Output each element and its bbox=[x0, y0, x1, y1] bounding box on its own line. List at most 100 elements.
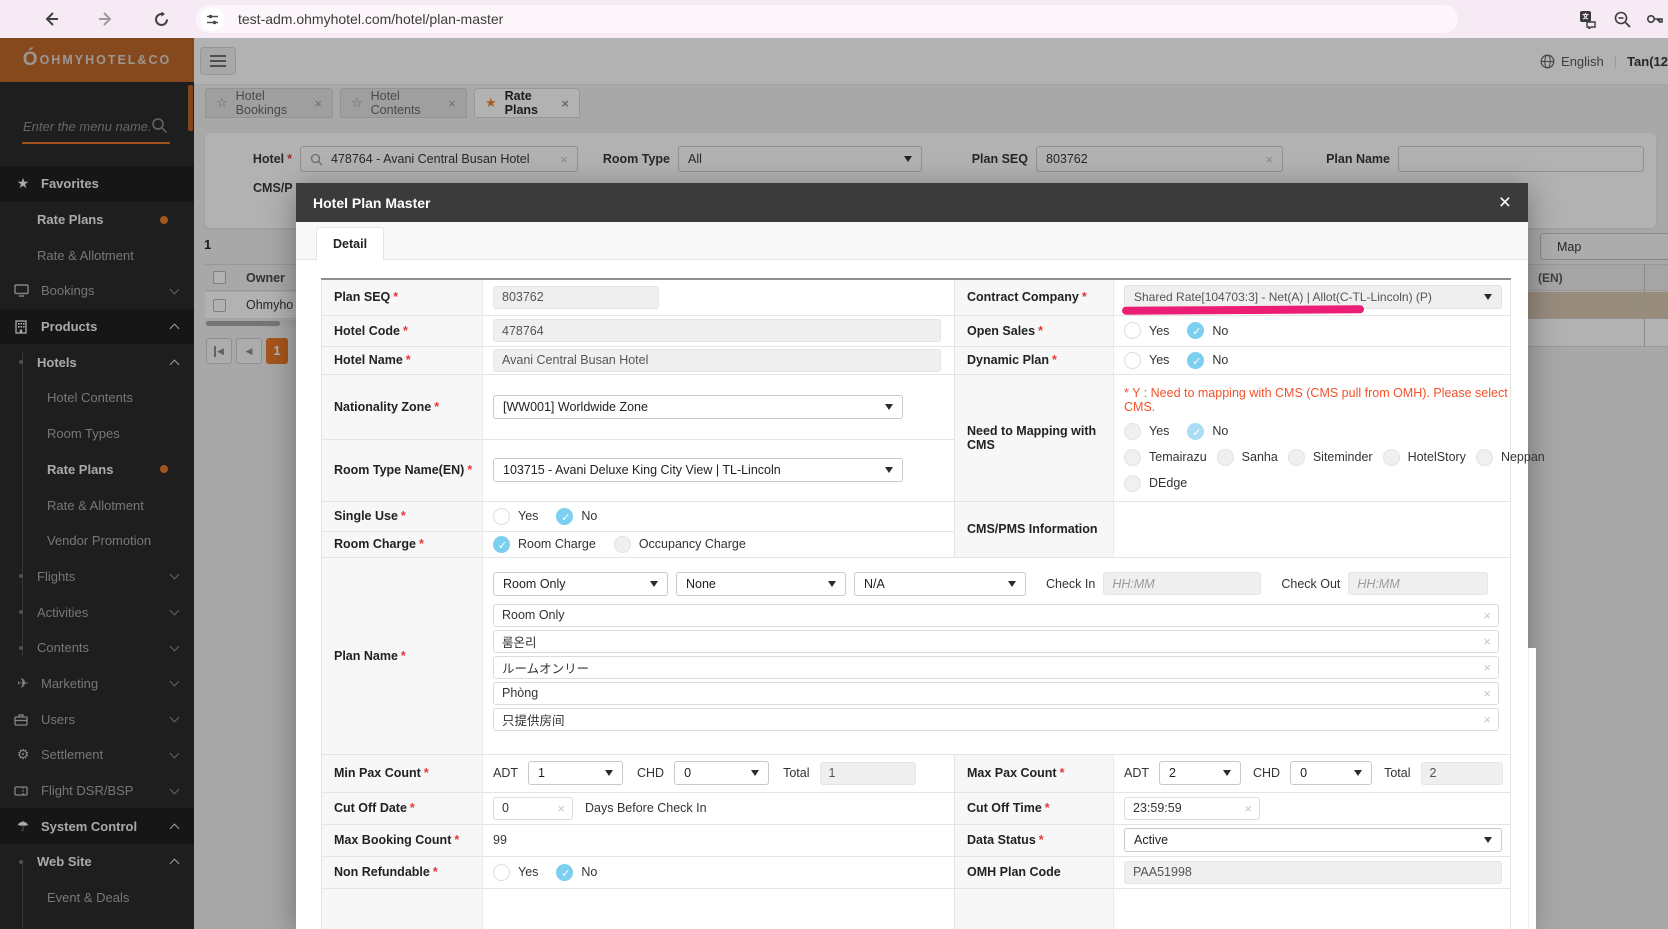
plan-name-input-ja[interactable]: ルームオンリー × bbox=[493, 655, 1499, 679]
cms-mapping-yes-radio[interactable] bbox=[1124, 422, 1141, 440]
sidebar-item-bookings[interactable]: Bookings bbox=[0, 273, 194, 309]
pagination-first-button[interactable] bbox=[206, 338, 232, 364]
dynamic-plan-no-radio[interactable] bbox=[1187, 351, 1205, 370]
url-text[interactable]: test-adm.ohmyhotel.com/hotel/plan-master bbox=[238, 11, 504, 27]
cms-neppan-radio[interactable] bbox=[1475, 448, 1493, 466]
user-menu[interactable]: Tan(12 bbox=[1627, 54, 1668, 69]
clear-icon[interactable]: × bbox=[1483, 633, 1491, 649]
clear-icon[interactable]: × bbox=[560, 151, 568, 167]
min-pax-adt-select[interactable]: 1 bbox=[528, 761, 623, 785]
close-tab-icon[interactable]: × bbox=[448, 95, 456, 111]
sidebar-item-activities[interactable]: Activities bbox=[0, 594, 194, 630]
single-use-no-radio[interactable] bbox=[556, 507, 574, 526]
hotel-filter-input[interactable]: 478764 - Avani Central Busan Hotel × bbox=[300, 146, 578, 172]
sidebar-item-rate-allotment[interactable]: Rate & Allotment bbox=[47, 497, 144, 513]
sidebar-item-contents[interactable]: Contents bbox=[0, 630, 194, 666]
translate-icon[interactable] bbox=[1577, 8, 1599, 30]
sidebar-item-web-site[interactable]: Web Site bbox=[0, 844, 194, 880]
clear-icon[interactable]: × bbox=[1265, 151, 1273, 167]
non-refundable-yes-radio[interactable] bbox=[493, 863, 510, 881]
clear-icon[interactable]: × bbox=[1244, 800, 1252, 816]
dynamic-plan-yes-radio[interactable] bbox=[1124, 351, 1141, 369]
sidebar-item-hotels[interactable]: Hotels bbox=[0, 344, 194, 380]
sidebar-item-room-types[interactable]: Room Types bbox=[47, 426, 120, 442]
open-sales-yes-radio[interactable] bbox=[1124, 322, 1141, 339]
min-pax-chd-select[interactable]: 0 bbox=[674, 761, 770, 785]
plan-name-input-vi[interactable]: Phòng × bbox=[493, 681, 1499, 705]
plan-option-select-3[interactable]: N/A bbox=[854, 571, 1026, 596]
sidebar-item-rate-allotment-fav[interactable]: Rate & Allotment bbox=[37, 247, 134, 263]
star-outline-icon[interactable]: ☆ bbox=[216, 95, 228, 110]
cms-hotelstory-radio[interactable] bbox=[1382, 448, 1400, 466]
sidebar-item-users[interactable]: Users bbox=[0, 701, 194, 737]
room-type-filter-select[interactable]: All bbox=[678, 146, 922, 172]
sidebar-item-rate-plans-fav[interactable]: Rate Plans bbox=[0, 202, 194, 238]
plan-option-select-2[interactable]: None bbox=[676, 571, 846, 596]
cms-mapping-no-radio[interactable] bbox=[1187, 422, 1205, 441]
sidebar-item-flights[interactable]: Flights bbox=[0, 559, 194, 595]
tab-hotel-bookings[interactable]: ☆ Hotel Bookings × bbox=[205, 88, 333, 118]
zoom-icon[interactable] bbox=[1611, 8, 1633, 30]
clear-icon[interactable]: × bbox=[1483, 607, 1491, 623]
plan-seq-filter-input[interactable]: 803762 × bbox=[1036, 146, 1283, 172]
cms-temairazu-radio[interactable] bbox=[1124, 448, 1141, 466]
star-filled-icon[interactable]: ★ bbox=[485, 95, 497, 110]
plan-name-input-en[interactable]: Room Only × bbox=[493, 603, 1499, 627]
clear-icon[interactable]: × bbox=[1483, 659, 1491, 675]
close-tab-icon[interactable]: × bbox=[314, 95, 322, 111]
pagination-current-page[interactable]: 1 bbox=[266, 338, 288, 364]
sidebar-item-settlement[interactable]: ⚙ Settlement bbox=[0, 737, 194, 773]
tab-rate-plans[interactable]: ★ Rate Plans × bbox=[474, 88, 580, 118]
back-icon[interactable] bbox=[40, 8, 62, 30]
cut-off-time-input[interactable]: 23:59:59 × bbox=[1124, 796, 1260, 820]
reload-icon[interactable] bbox=[150, 8, 172, 30]
forward-icon[interactable] bbox=[95, 8, 117, 30]
sidebar-item-system-control[interactable]: ☂ System Control bbox=[0, 808, 194, 845]
sidebar-item-hotel-contents[interactable]: Hotel Contents bbox=[47, 390, 133, 406]
sidebar-item-marketing[interactable]: ✈ Marketing bbox=[0, 666, 194, 702]
clear-icon[interactable]: × bbox=[557, 800, 565, 816]
nationality-zone-select[interactable]: [WW001] Worldwide Zone bbox=[493, 394, 903, 419]
open-sales-no-radio[interactable] bbox=[1187, 322, 1205, 340]
clear-icon[interactable]: × bbox=[1483, 685, 1491, 701]
password-key-icon[interactable] bbox=[1644, 8, 1666, 30]
row-checkbox[interactable] bbox=[213, 298, 226, 312]
data-status-select[interactable]: Active bbox=[1124, 828, 1502, 852]
occupancy-charge-radio[interactable] bbox=[613, 535, 631, 553]
language-selector[interactable]: English bbox=[1561, 54, 1604, 69]
modal-scrollbar[interactable] bbox=[1528, 648, 1536, 929]
cms-dedge-radio[interactable] bbox=[1124, 474, 1141, 492]
sidebar-item-rate-plans[interactable]: Rate Plans bbox=[0, 452, 194, 488]
map-button[interactable]: Map bbox=[1540, 233, 1668, 260]
tab-detail[interactable]: Detail bbox=[316, 227, 385, 260]
star-outline-icon[interactable]: ☆ bbox=[351, 95, 363, 110]
close-tab-icon[interactable]: × bbox=[561, 95, 569, 111]
plan-name-input-zh[interactable]: 只提供房间 × bbox=[493, 707, 1499, 731]
sidebar-item-vendor-promotion[interactable]: Vendor Promotion bbox=[47, 533, 152, 549]
plan-name-input-ko[interactable]: 룸온리 × bbox=[493, 629, 1499, 653]
room-charge-radio[interactable] bbox=[493, 535, 511, 554]
menu-toggle-button[interactable] bbox=[200, 47, 236, 75]
select-all-checkbox[interactable] bbox=[213, 271, 226, 284]
plan-name-filter-input[interactable] bbox=[1398, 146, 1644, 172]
cms-siteminder-radio[interactable] bbox=[1287, 448, 1305, 466]
sidebar-item-flight-dsr-bsp[interactable]: Flight DSR/BSP bbox=[0, 773, 194, 809]
non-refundable-no-radio[interactable] bbox=[556, 863, 574, 882]
sidebar-item-products[interactable]: Products bbox=[0, 308, 194, 345]
cms-sanha-radio[interactable] bbox=[1216, 448, 1234, 466]
pagination-prev-button[interactable] bbox=[236, 338, 262, 364]
sidebar-item-favorites[interactable]: ★ Favorites bbox=[0, 166, 194, 202]
search-icon[interactable] bbox=[151, 117, 168, 134]
tab-hotel-contents[interactable]: ☆ Hotel Contents × bbox=[340, 88, 467, 118]
menu-search-input[interactable]: Enter the menu name. bbox=[22, 108, 170, 144]
plan-meal-select[interactable]: Room Only bbox=[493, 571, 668, 596]
clear-icon[interactable]: × bbox=[1483, 711, 1491, 727]
url-bar[interactable]: test-adm.ohmyhotel.com/hotel/plan-master bbox=[196, 5, 1458, 33]
close-icon[interactable] bbox=[1499, 192, 1511, 213]
max-pax-chd-select[interactable]: 0 bbox=[1290, 761, 1373, 785]
max-pax-adt-select[interactable]: 2 bbox=[1159, 761, 1241, 785]
single-use-yes-radio[interactable] bbox=[493, 507, 510, 525]
sidebar-item-event-deals[interactable]: Event & Deals bbox=[47, 890, 130, 906]
site-info-icon[interactable] bbox=[200, 7, 224, 31]
sidebar-scrollbar[interactable] bbox=[188, 85, 193, 131]
